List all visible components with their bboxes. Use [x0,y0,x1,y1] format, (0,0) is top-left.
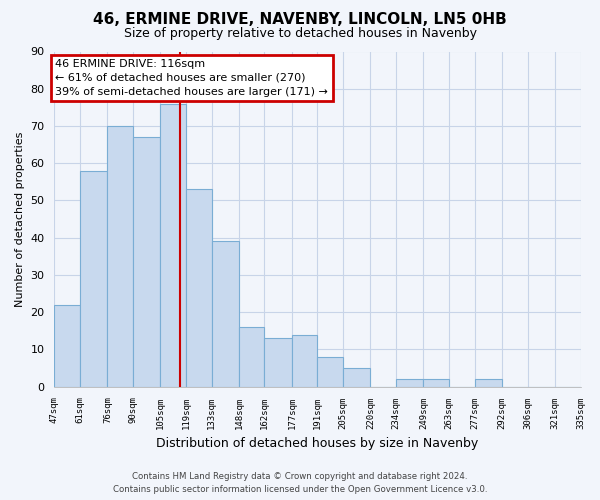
Bar [107,126,133,386]
Y-axis label: Number of detached properties: Number of detached properties [15,132,25,307]
Bar [317,357,343,386]
Bar [212,242,239,386]
Bar [80,170,107,386]
X-axis label: Distribution of detached houses by size in Navenby: Distribution of detached houses by size … [157,437,479,450]
Bar [160,104,186,387]
Text: 46, ERMINE DRIVE, NAVENBY, LINCOLN, LN5 0HB: 46, ERMINE DRIVE, NAVENBY, LINCOLN, LN5 … [93,12,507,28]
Bar [265,338,292,386]
Bar [186,190,212,386]
Text: Size of property relative to detached houses in Navenby: Size of property relative to detached ho… [124,28,476,40]
Text: 46 ERMINE DRIVE: 116sqm
← 61% of detached houses are smaller (270)
39% of semi-d: 46 ERMINE DRIVE: 116sqm ← 61% of detache… [55,59,328,97]
Bar [133,137,160,386]
Bar [424,379,449,386]
Bar [343,368,370,386]
Bar [475,379,502,386]
Bar [55,305,80,386]
Text: Contains HM Land Registry data © Crown copyright and database right 2024.
Contai: Contains HM Land Registry data © Crown c… [113,472,487,494]
Bar [292,334,317,386]
Bar [239,327,265,386]
Bar [396,379,424,386]
